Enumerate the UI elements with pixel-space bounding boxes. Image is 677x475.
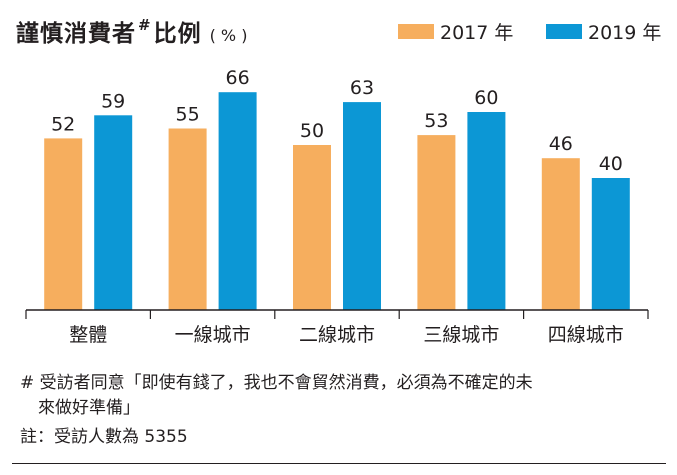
footnote-sample-size: 註：受訪人數為 5355 [20, 427, 188, 447]
legend-swatch-2019 [546, 24, 582, 39]
title-footnote-mark: # [138, 16, 152, 34]
bar-2017-4 [541, 158, 580, 310]
legend-item-2017: 2017 年 [398, 18, 513, 45]
data-label-2019-4: 40 [599, 153, 623, 175]
footnote-definition-cont: 來做好準備」 [38, 398, 140, 418]
category-label-2: 二線城市 [299, 324, 375, 346]
bar-chart: 52 59 整體 55 66 一線城市 50 63 二線城市 53 60 三線城市 46 40 四線城市 [25, 67, 649, 346]
data-label-2019-3: 60 [474, 87, 498, 109]
category-label-3: 三線城市 [423, 324, 499, 346]
chart-title: 謹慎消費者 #比例 ( % ) [16, 14, 247, 48]
data-label-2017-2: 50 [300, 120, 324, 142]
category-label-4: 四線城市 [548, 324, 624, 346]
data-label-2017-4: 46 [549, 133, 573, 155]
bar-2019-4 [591, 178, 630, 310]
category-label-1: 一線城市 [175, 324, 251, 346]
legend-swatch-2017 [398, 24, 434, 39]
legend-label-2017: 2017 年 [440, 22, 514, 44]
bar-2019-3 [467, 112, 506, 310]
data-label-2019-1: 66 [226, 67, 250, 89]
bar-2019-1 [218, 92, 257, 310]
unit-label: ( % ) [209, 26, 248, 45]
bar-2017-0 [44, 138, 83, 310]
bottom-divider [12, 463, 666, 464]
legend-label-2019: 2019 年 [588, 22, 662, 44]
category-label-0: 整體 [69, 324, 107, 346]
bar-2017-3 [417, 135, 456, 310]
footnote-definition: # 受訪者同意「即使有錢了，我也不會貿然消費，必須為不確定的未 [20, 373, 533, 393]
title-suffix: 比例 [153, 21, 202, 47]
data-label-2019-2: 63 [350, 77, 374, 99]
data-label-2019-0: 59 [101, 90, 125, 112]
data-label-2017-0: 52 [51, 113, 75, 135]
data-label-2017-3: 53 [424, 110, 448, 132]
legend-item-2019: 2019 年 [546, 18, 661, 45]
title-text: 謹慎消費者 [16, 21, 136, 47]
bar-2019-2 [343, 102, 381, 310]
bar-2019-0 [94, 115, 133, 310]
bar-2017-1 [168, 128, 207, 310]
data-label-2017-1: 55 [176, 104, 200, 126]
bar-2017-2 [293, 145, 331, 310]
